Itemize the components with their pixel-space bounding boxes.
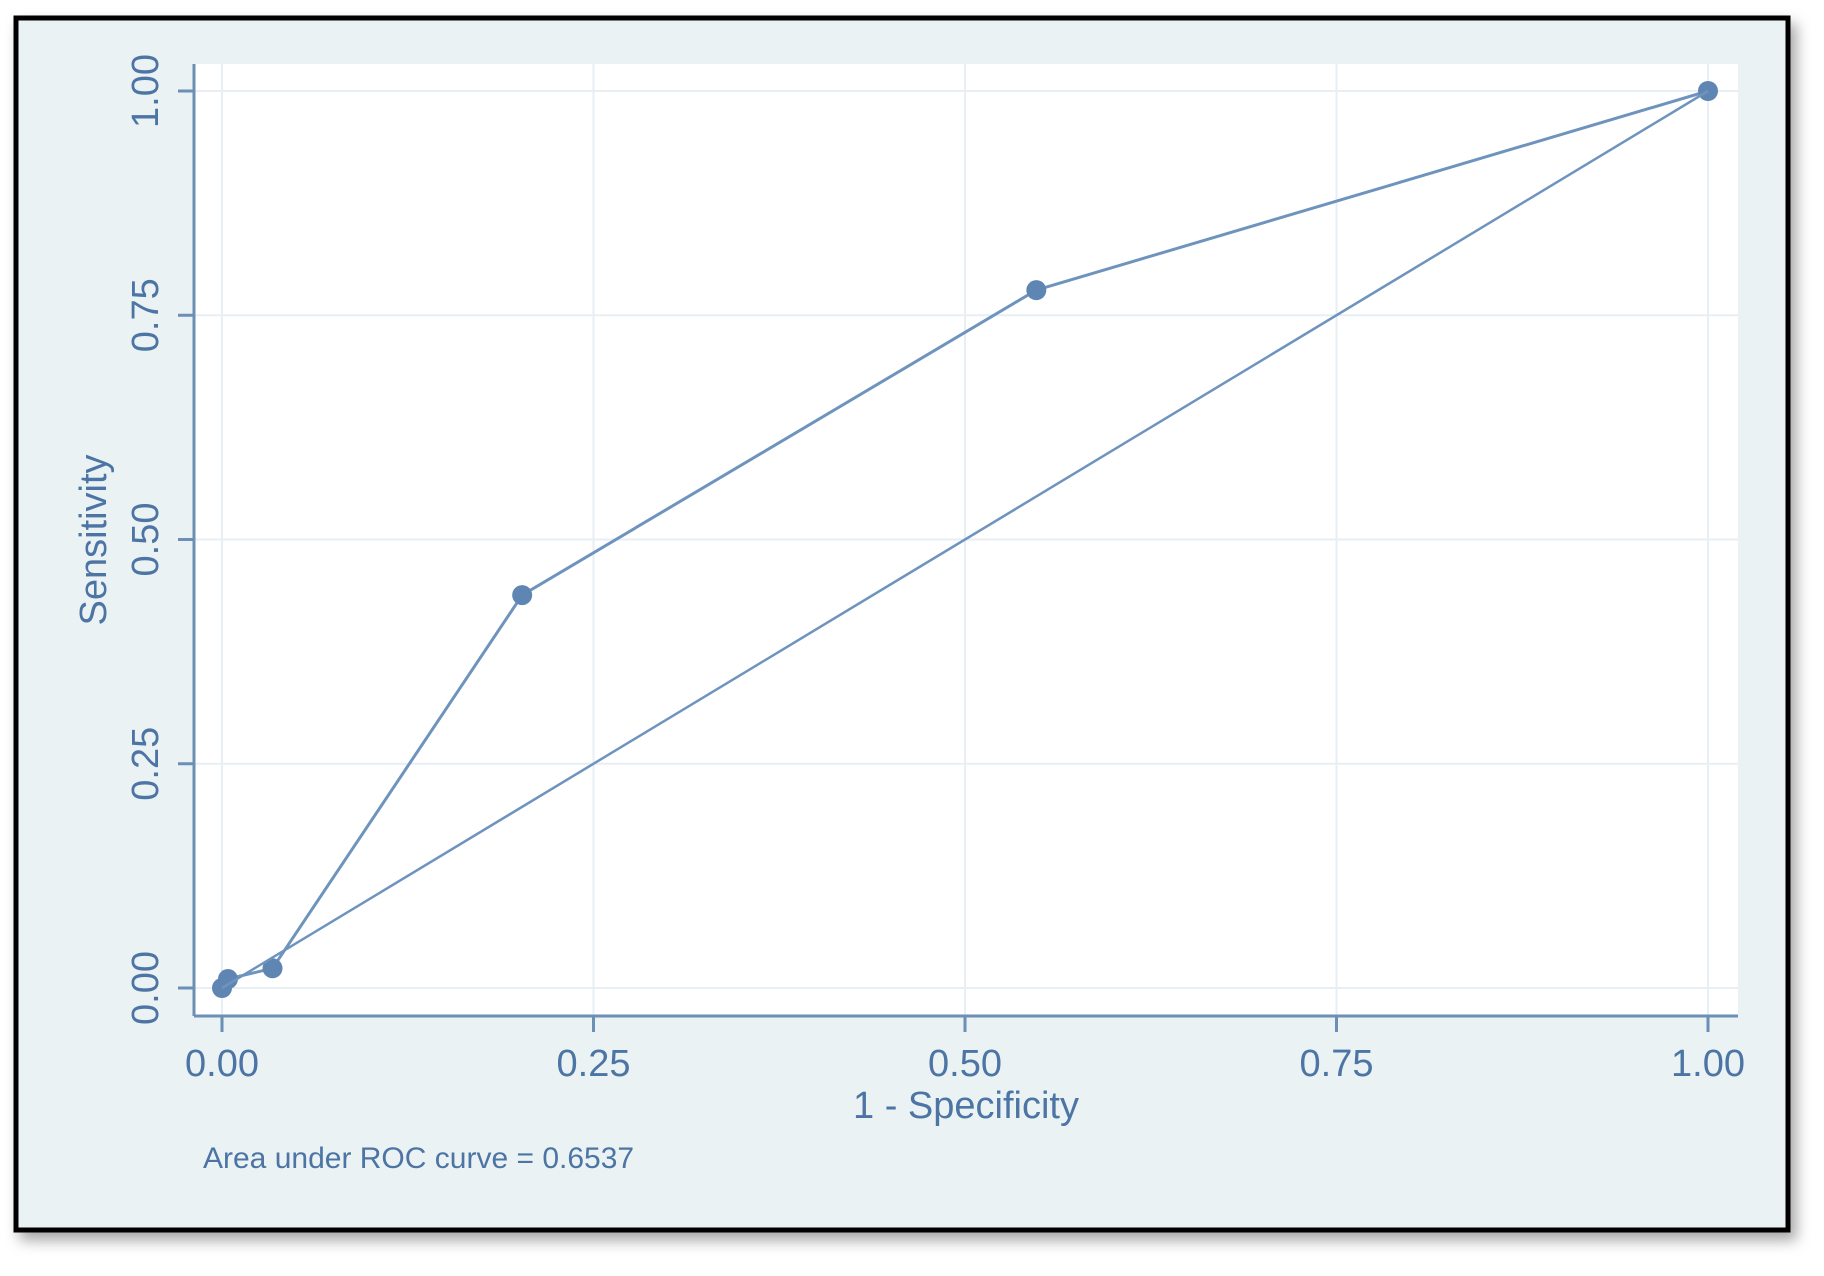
x-tick-label: 0.25 <box>557 1043 631 1085</box>
plot-area: 0.00 0.25 0.50 0.75 1.00 0.00 0.25 0.50 0.75 1.00 <box>125 54 1745 1085</box>
roc-point <box>217 969 238 990</box>
x-tick-label: 0.50 <box>928 1043 1002 1085</box>
reference-diagonal-line <box>221 89 1709 990</box>
x-tick-label: 1.00 <box>1671 1043 1745 1085</box>
roc-point <box>512 585 533 606</box>
y-tick-label: 1.00 <box>125 54 167 128</box>
x-tick-label: 0.00 <box>185 1043 259 1085</box>
y-axis-label: Sensitivity <box>73 454 115 625</box>
roc-point <box>1026 280 1047 301</box>
auc-note: Area under ROC curve = 0.6537 <box>203 1142 634 1175</box>
roc-point <box>262 958 283 979</box>
y-tick-label: 0.75 <box>125 278 167 352</box>
x-axis-label: 1 - Specificity <box>853 1085 1079 1127</box>
x-tick-label: 0.75 <box>1300 1043 1374 1085</box>
y-tick-label: 0.25 <box>125 727 167 801</box>
y-tick-label: 0.00 <box>125 951 167 1025</box>
y-tick-label: 0.50 <box>125 503 167 577</box>
